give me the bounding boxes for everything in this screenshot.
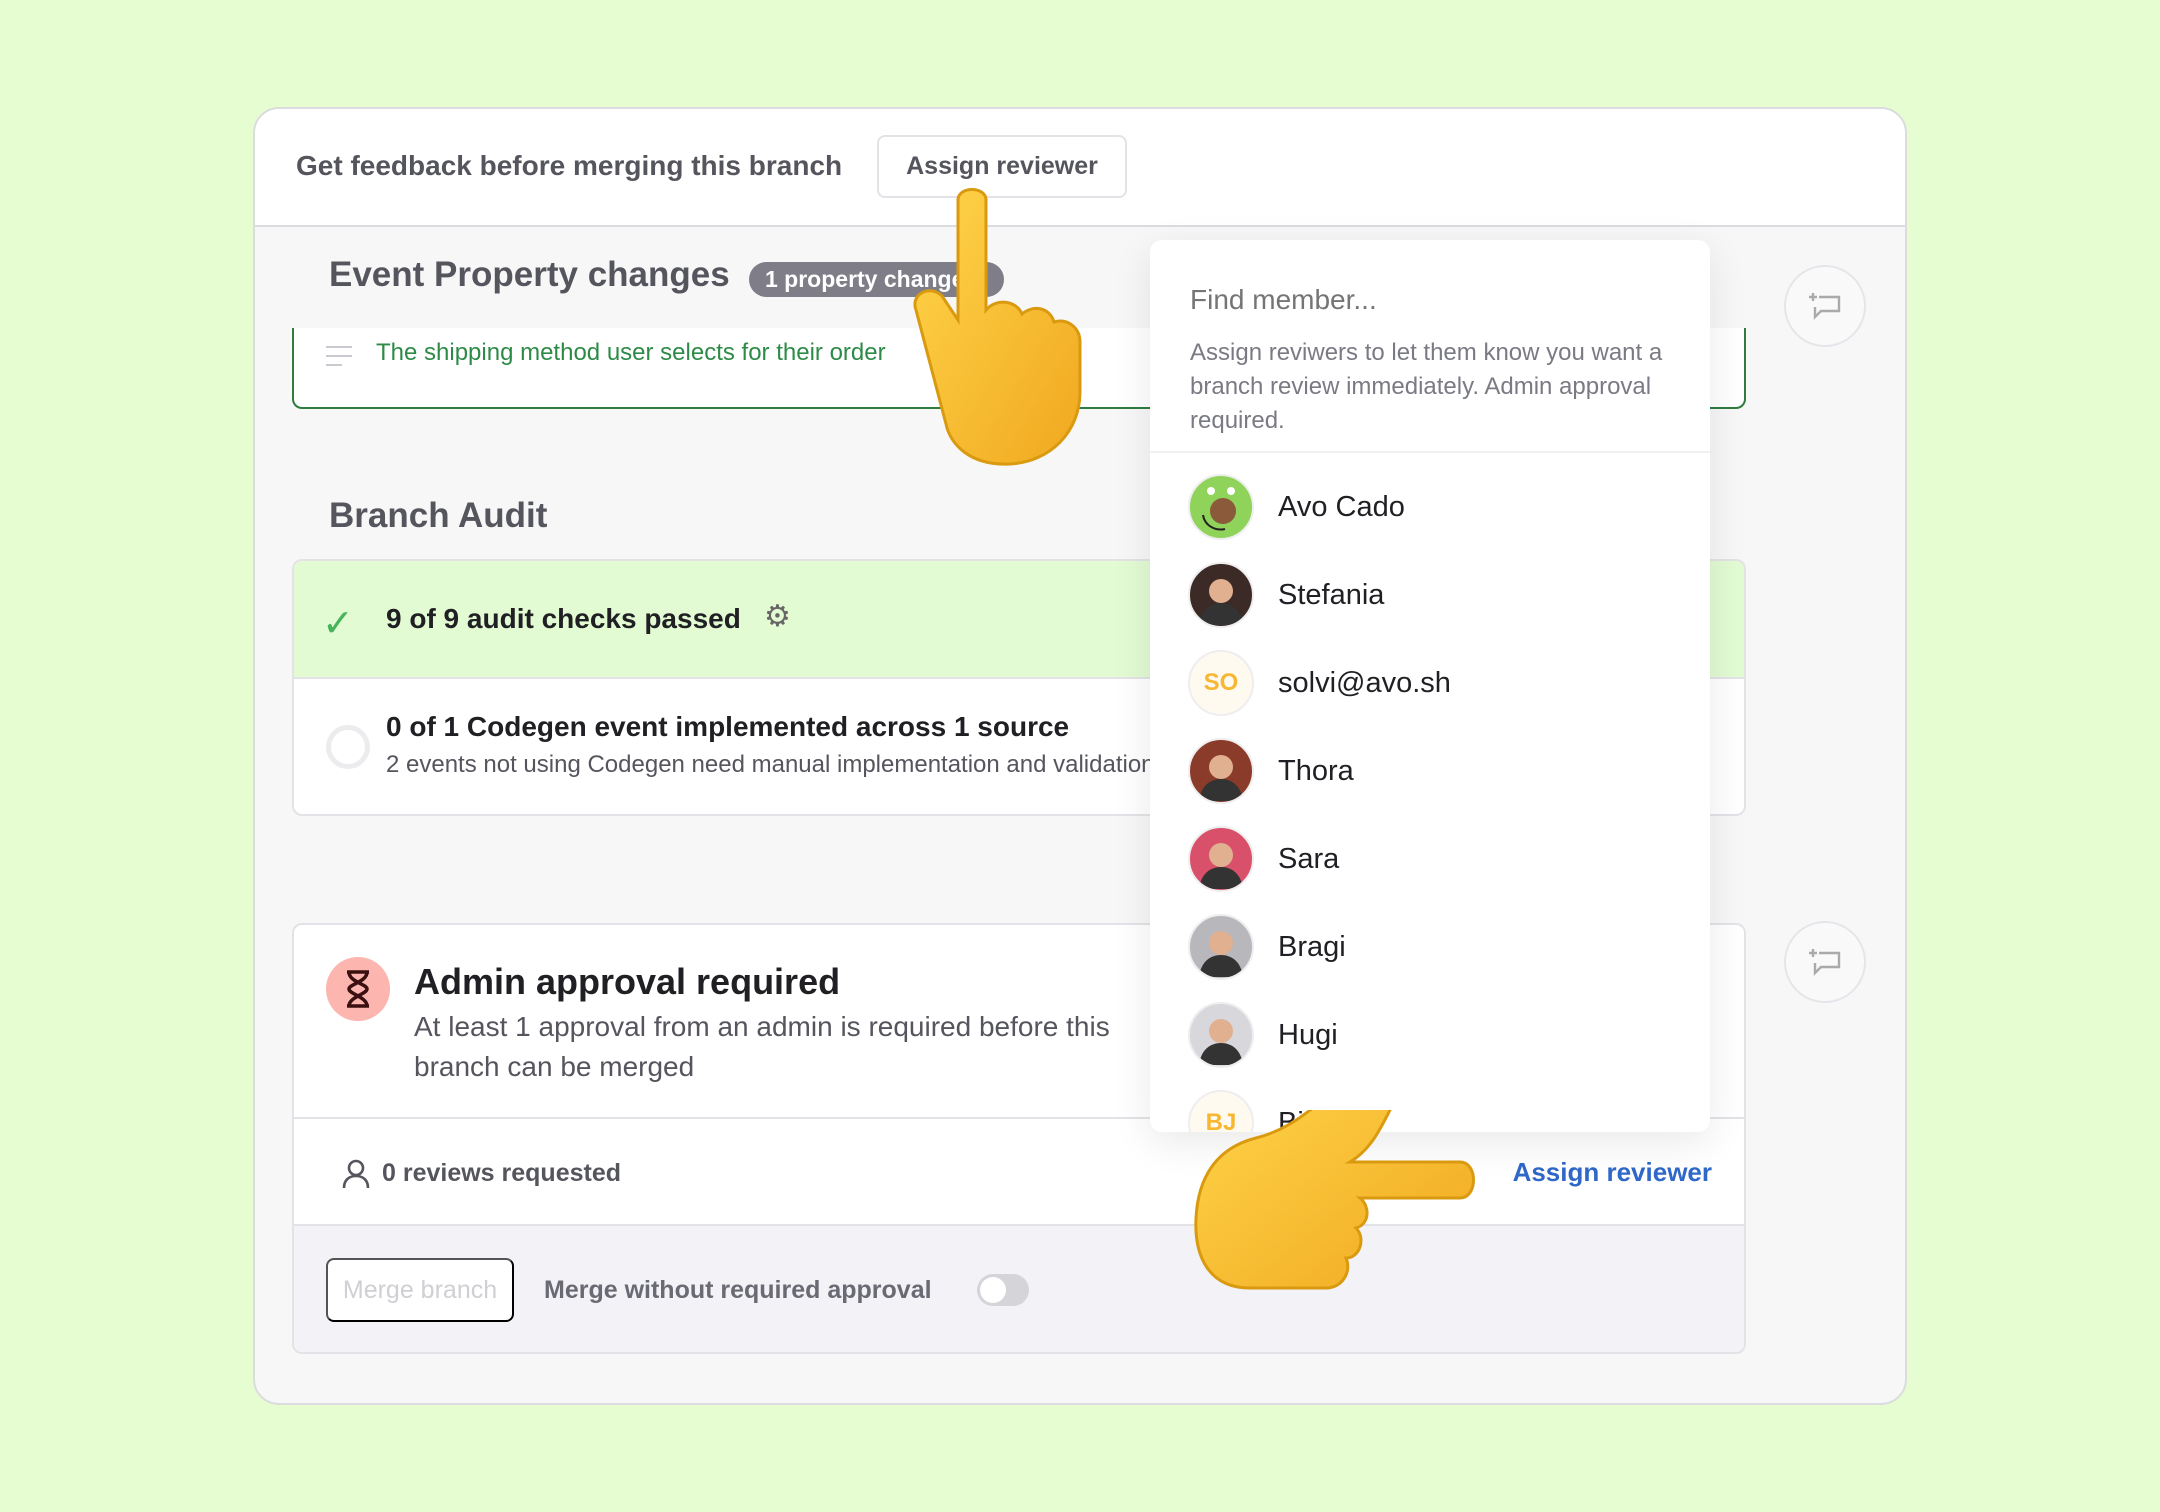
- member-name: solvi@avo.sh: [1278, 666, 1451, 699]
- member-item[interactable]: SO solvi@avo.sh: [1188, 648, 1451, 718]
- admin-title: Admin approval required: [414, 961, 841, 1002]
- avatar: SO: [1188, 650, 1254, 716]
- avatar: [1188, 826, 1254, 892]
- gear-icon[interactable]: ⚙: [764, 600, 791, 633]
- divider: [1150, 451, 1710, 453]
- audit-passed-text: 9 of 9 audit checks passed: [386, 603, 741, 634]
- codegen-title: 0 of 1 Codegen event implemented across …: [386, 711, 1070, 742]
- property-description: The shipping method user selects for the…: [376, 339, 886, 366]
- member-name: Sara: [1278, 842, 1340, 875]
- member-item[interactable]: Stefania: [1188, 560, 1384, 630]
- member-item[interactable]: Hugi: [1188, 1000, 1338, 1070]
- member-name: Thora: [1278, 754, 1354, 787]
- branch-audit-title: Branch Audit: [329, 496, 548, 535]
- dropdown-help: Assign reviwers to let them know you wan…: [1190, 339, 1663, 434]
- reviews-count: 0 reviews requested: [382, 1159, 622, 1187]
- merge-without-toggle[interactable]: [977, 1274, 1029, 1306]
- hourglass-icon: [326, 957, 390, 1021]
- pointing-up-hand-icon: [913, 188, 1082, 466]
- avatar: [1188, 914, 1254, 980]
- codegen-description: 2 events not using Codegen need manual i…: [386, 751, 1155, 778]
- admin-description: At least 1 approval from an admin is req…: [414, 1011, 1110, 1082]
- avatar: [1188, 738, 1254, 804]
- avatar: [1188, 1002, 1254, 1068]
- member-item[interactable]: Thora: [1188, 736, 1354, 806]
- user-icon: [342, 1159, 370, 1189]
- member-name: Avo Cado: [1278, 490, 1405, 523]
- avatar: [1188, 474, 1254, 540]
- add-comment-button[interactable]: [1784, 921, 1866, 1003]
- codegen-row: 0 of 1 Codegen event implemented across …: [294, 679, 1744, 814]
- merge-without-label: Merge without required approval: [544, 1276, 932, 1304]
- description-icon: [326, 346, 352, 373]
- add-comment-icon: [1809, 949, 1841, 976]
- header-text: Get feedback before merging this branch: [296, 150, 843, 181]
- member-name: Hugi: [1278, 1018, 1338, 1051]
- member-item[interactable]: Avo Cado: [1188, 472, 1405, 542]
- member-name: Bragi: [1278, 930, 1346, 963]
- add-comment-icon: [1809, 293, 1841, 320]
- member-item[interactable]: Bragi: [1188, 912, 1346, 982]
- assign-reviewer-link[interactable]: Assign reviewer: [1512, 1157, 1712, 1187]
- member-name: Stefania: [1278, 578, 1385, 611]
- progress-ring-icon: [326, 725, 370, 769]
- pointing-right-hand-icon: [1194, 1110, 1475, 1290]
- assign-reviewer-button[interactable]: Assign reviewer: [877, 135, 1127, 198]
- check-icon: ✓: [322, 603, 354, 645]
- member-dropdown: Assign reviwers to let them know you wan…: [1150, 240, 1710, 1132]
- member-item[interactable]: Sara: [1188, 824, 1339, 894]
- avatar: [1188, 562, 1254, 628]
- review-header: Get feedback before merging this branch …: [255, 109, 1905, 227]
- merge-branch-button[interactable]: Merge branch: [326, 1258, 514, 1322]
- find-member-input[interactable]: [1190, 284, 1670, 316]
- event-property-title: Event Property changes: [329, 255, 730, 294]
- add-comment-button[interactable]: [1784, 265, 1866, 347]
